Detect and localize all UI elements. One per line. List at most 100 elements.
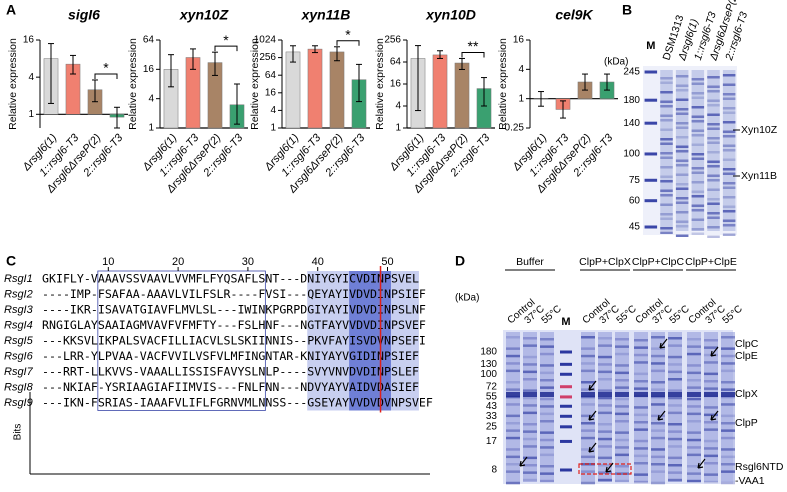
gel — [643, 66, 737, 235]
marker-label: 25 — [486, 421, 498, 432]
gel-band — [634, 447, 648, 450]
gel-band — [722, 83, 736, 86]
marker-band — [644, 225, 658, 229]
gel-band — [540, 405, 554, 408]
gel-band — [721, 414, 735, 418]
gel-band — [598, 411, 612, 415]
gel-band — [651, 414, 665, 418]
gel-band — [598, 456, 612, 460]
y-tick-label: 16 — [23, 35, 35, 46]
marker-band — [560, 468, 572, 472]
gel-lane — [707, 70, 720, 231]
gel-band — [722, 149, 736, 152]
gel-band — [634, 462, 648, 465]
gel-band — [634, 439, 648, 443]
sequence: ----IMP-FSAFAA-AAAVLVILFSLR----FVSI---QE… — [42, 287, 426, 301]
gel-band — [704, 428, 718, 431]
gel-band — [506, 388, 520, 391]
gel-band — [704, 454, 718, 458]
gel-band — [707, 216, 720, 219]
chart-title: xyn10Z — [179, 7, 229, 23]
gel-band — [615, 405, 629, 408]
unit-label: (kDa) — [455, 293, 479, 304]
gel-band — [506, 395, 520, 399]
y-tick-label: 1 — [395, 123, 401, 134]
y-tick-label: 1024 — [254, 35, 277, 46]
gel-band — [506, 470, 520, 473]
y-axis-label: Relative expression — [7, 38, 19, 130]
unit-label: (kDa) — [604, 57, 628, 68]
gel-band — [721, 336, 735, 339]
gel-band — [675, 197, 689, 200]
gel-band — [598, 378, 612, 381]
bar — [329, 51, 345, 129]
gel-band — [722, 172, 736, 175]
sequence: ---NKIAF-YSRIAAGIAFIIMVIS---FNLFNN---NDV… — [42, 380, 419, 394]
gel-band — [707, 104, 720, 107]
gel-band — [675, 225, 689, 228]
gel-band — [722, 224, 736, 227]
gel-band — [523, 411, 537, 415]
gel-band — [704, 339, 718, 342]
gel-band — [707, 179, 720, 182]
gel-band — [722, 182, 736, 185]
band-label: ClpX — [735, 388, 758, 400]
gel-band — [523, 456, 537, 460]
gel-band — [540, 352, 554, 356]
gel-band — [581, 429, 595, 432]
panel-label: C — [6, 253, 16, 269]
gel-band — [523, 478, 537, 482]
gel-band — [651, 381, 665, 384]
marker-band — [560, 414, 572, 418]
y-tick-label: 64 — [265, 70, 277, 81]
gel-band — [634, 421, 648, 424]
gel-band — [598, 404, 612, 407]
gel-band — [660, 119, 673, 122]
gel-band — [506, 354, 520, 358]
gel-band — [707, 174, 720, 177]
gel-band — [660, 77, 673, 80]
significance-bracket — [94, 73, 118, 79]
gel-band — [721, 362, 735, 365]
gel-band — [707, 137, 720, 140]
marker-band — [644, 152, 658, 156]
gel-band — [668, 389, 682, 392]
chart-title: sigI6 — [68, 7, 100, 23]
gel-band — [634, 413, 648, 417]
gel-band — [691, 157, 705, 160]
gel-band — [651, 455, 665, 459]
band-label: Xyn11B — [741, 170, 777, 182]
gel-band — [668, 478, 682, 482]
gel-band — [687, 431, 701, 434]
gel-band — [506, 369, 520, 373]
gel-band — [707, 226, 720, 229]
y-tick-label: 64 — [390, 57, 402, 68]
gel-band — [581, 362, 595, 365]
gel-lane — [523, 332, 537, 482]
gel-band — [660, 227, 673, 230]
logo-y-label: Bits — [13, 424, 24, 441]
marker-label: 245 — [623, 67, 640, 78]
gel-band — [660, 217, 673, 220]
gel-band — [722, 196, 736, 199]
gel-lane — [660, 70, 673, 231]
marker-label: 33 — [486, 411, 498, 422]
gel-band — [598, 445, 612, 448]
gel-band — [660, 189, 673, 192]
marker-band — [560, 372, 572, 376]
gel-band — [615, 453, 629, 457]
gel-band — [660, 152, 673, 155]
gel-band — [634, 372, 648, 376]
gel-band — [691, 190, 705, 193]
gel-band — [598, 392, 612, 397]
gel-band — [691, 232, 705, 235]
gel-band — [634, 392, 648, 397]
gel-band — [523, 445, 537, 448]
y-tick-label: 1 — [148, 123, 154, 134]
gel-band — [721, 354, 735, 358]
gel-band — [651, 369, 665, 373]
group-label: ClpP+ClpC — [632, 256, 685, 268]
gel-band — [691, 106, 705, 109]
gel-band — [523, 378, 537, 381]
gel-band — [523, 370, 537, 374]
